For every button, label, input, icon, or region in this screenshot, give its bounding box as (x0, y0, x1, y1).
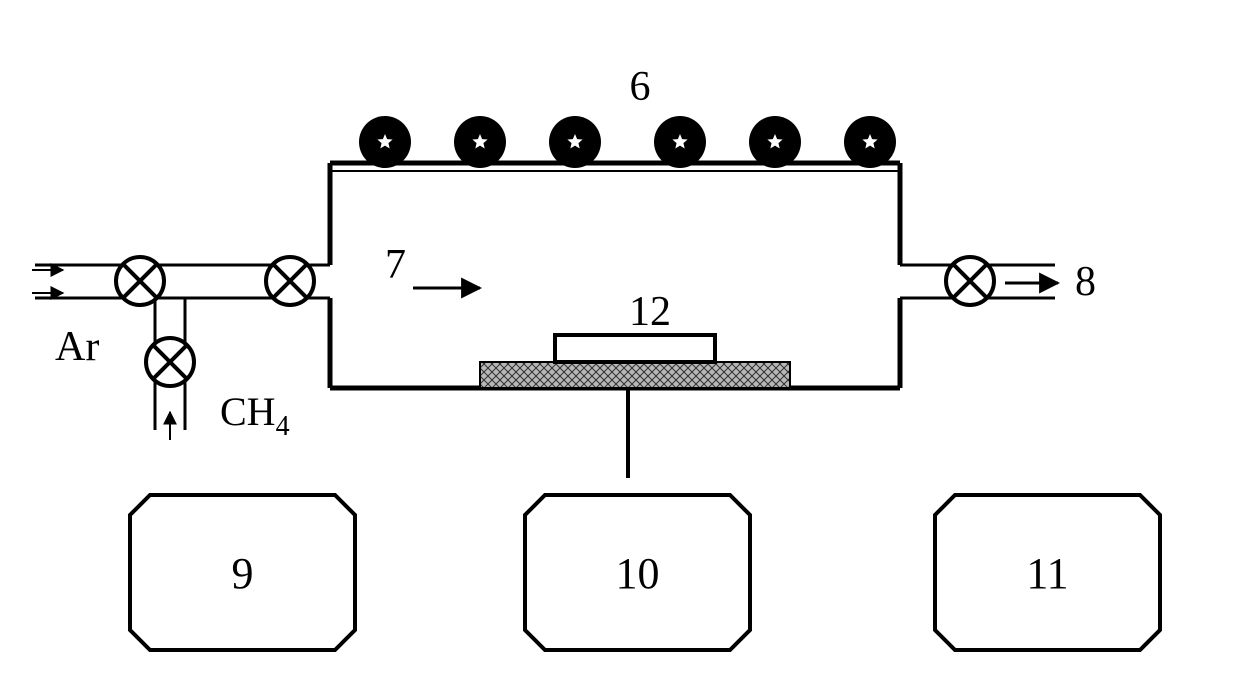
svg-text:10: 10 (616, 549, 660, 598)
svg-text:7: 7 (385, 242, 406, 288)
svg-text:8: 8 (1075, 259, 1096, 305)
diagram-root: ArCH4 8 12 91011 67 (0, 0, 1240, 679)
svg-text:11: 11 (1026, 549, 1068, 598)
svg-text:9: 9 (232, 549, 254, 598)
svg-text:Ar: Ar (55, 324, 99, 370)
gas-inlet-manifold: Ar CH4 (32, 257, 330, 442)
control-boxes: 9 10 11 (130, 495, 1160, 650)
svg-text:6: 6 (630, 64, 651, 110)
numeric-labels: 67 (385, 64, 651, 288)
gas-outlet: 8 (900, 257, 1096, 305)
svg-text:12: 12 (629, 289, 671, 335)
heater-coils (359, 116, 896, 168)
substrate-stage: 12 (480, 289, 790, 478)
svg-text:CH4: CH4 (220, 389, 290, 442)
